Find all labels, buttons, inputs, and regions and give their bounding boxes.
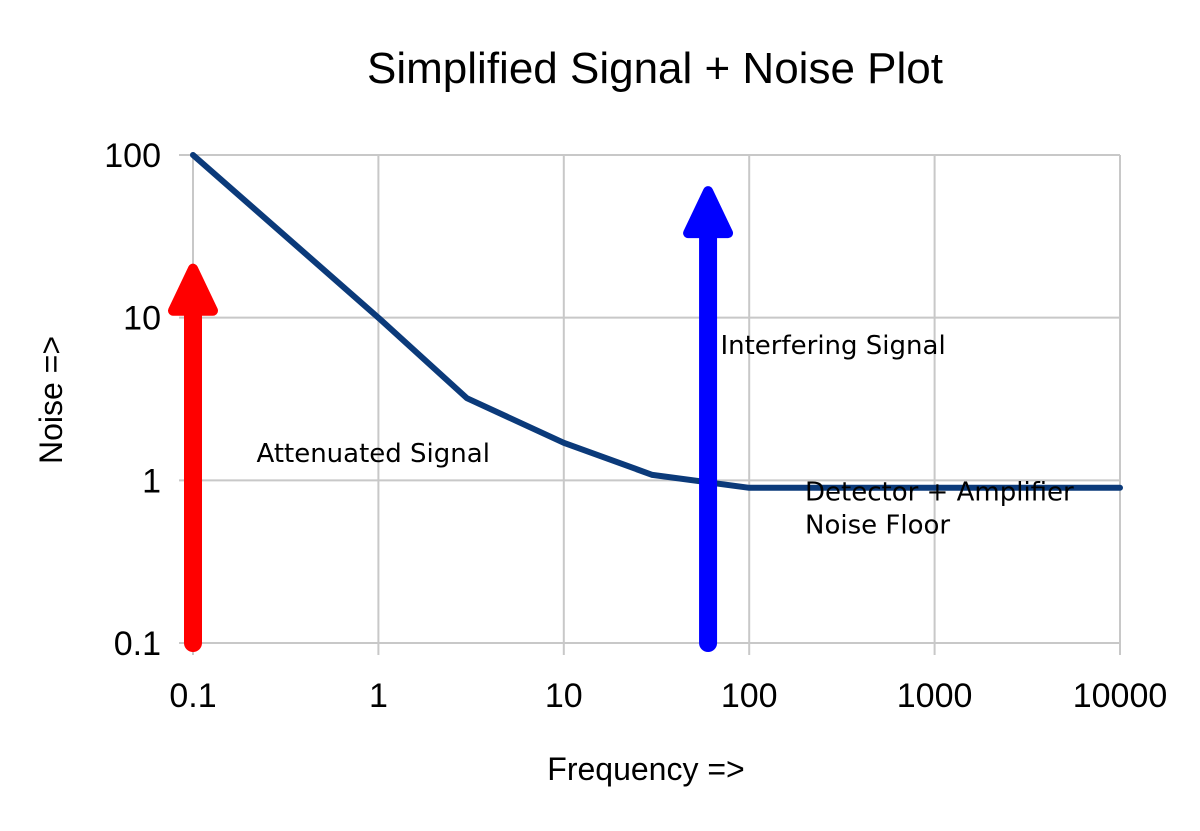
series xyxy=(190,152,1123,491)
annotation-label: Attenuated Signal xyxy=(256,439,489,469)
annotations: Attenuated Signal Interfering Signal Detec… xyxy=(256,331,1074,541)
x-tick-label: 0.1 xyxy=(169,677,216,715)
tick-labels: 0.1 1 10 100 1000 10000 0.1 1 10 100 xyxy=(104,137,1167,715)
x-tick-label: 100 xyxy=(721,677,778,715)
x-tick-label: 1 xyxy=(369,677,388,715)
y-axis-label: Noise => xyxy=(33,336,69,464)
x-tick-label: 1000 xyxy=(897,677,973,715)
x-tick-label: 10 xyxy=(545,677,583,715)
grid xyxy=(179,154,1121,655)
annotation-label: Detector + Amplifier Noise Floor xyxy=(805,478,1074,541)
interfering-signal-arrow xyxy=(683,186,734,652)
y-tick-label: 1 xyxy=(142,462,161,500)
y-tick-label: 0.1 xyxy=(114,625,161,663)
x-axis-label: Frequency => xyxy=(547,751,744,787)
y-tick-label: 10 xyxy=(123,300,161,338)
attenuated-signal-arrow xyxy=(168,263,218,652)
arrows xyxy=(168,186,734,652)
noise-series-line xyxy=(190,152,1123,491)
chart-title: Simplified Signal + Noise Plot xyxy=(367,44,943,93)
annotation-label: Interfering Signal xyxy=(720,331,945,361)
y-tick-label: 100 xyxy=(104,137,161,175)
x-tick-label: 10000 xyxy=(1073,677,1168,715)
